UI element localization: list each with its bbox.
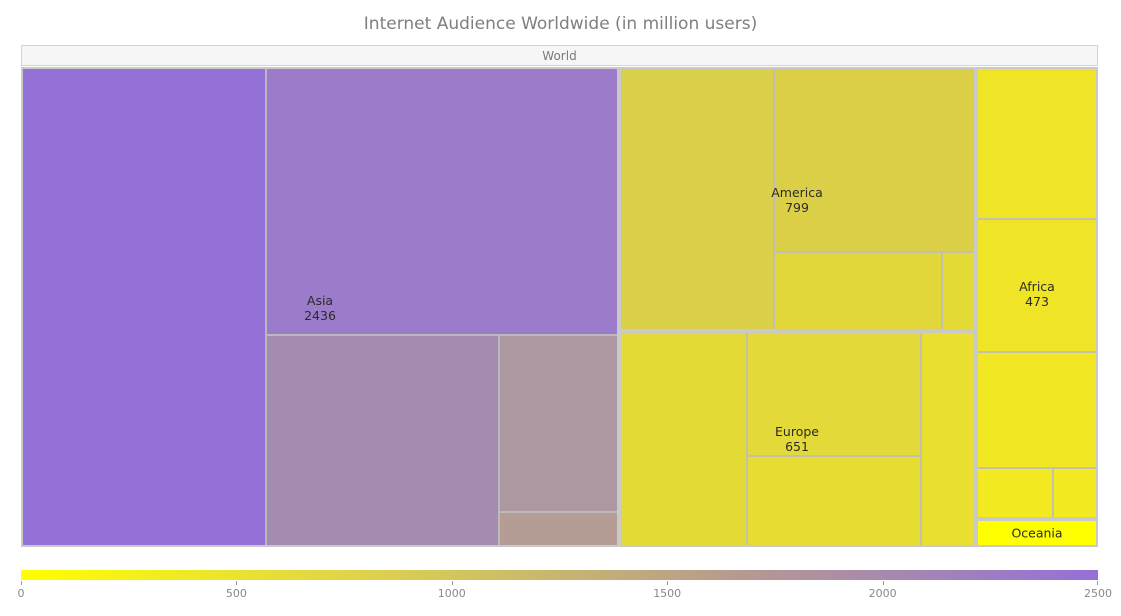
region-name: America <box>771 185 823 200</box>
treemap-tile-africa-5[interactable] <box>1053 468 1098 519</box>
treemap-tile-america-2[interactable] <box>774 67 976 252</box>
region-name: Europe <box>775 424 819 439</box>
color-scale-tick-label: 0 <box>17 587 25 600</box>
treemap-tile-america-4[interactable] <box>942 252 976 331</box>
color-scale-tick-mark <box>21 581 22 585</box>
region-label-africa: Africa 473 <box>1019 279 1055 309</box>
treemap-tile-europe-2[interactable] <box>747 331 921 456</box>
treemap-tile-europe-3[interactable] <box>747 456 921 547</box>
treemap-tile-europe-1[interactable] <box>619 331 747 547</box>
treemap-tile-africa-2[interactable] <box>976 219 1098 352</box>
region-value: 651 <box>785 439 809 454</box>
treemap-tile-asia-1[interactable] <box>21 67 266 547</box>
color-scale-tick-label: 2500 <box>1084 587 1112 600</box>
color-scale-tick-mark <box>1097 581 1098 585</box>
treemap-tile-africa-4[interactable] <box>976 468 1053 519</box>
chart-title: Internet Audience Worldwide (in million … <box>363 14 758 34</box>
region-value: 473 <box>1025 294 1049 309</box>
region-name: Oceania <box>1011 525 1063 541</box>
color-scale-tick-mark <box>667 581 669 585</box>
region-label-europe: Europe 651 <box>775 424 819 454</box>
color-scale-tick-mark <box>882 581 884 585</box>
region-label-asia: Asia 2436 <box>304 293 336 323</box>
region-name: Asia <box>306 293 334 308</box>
color-scale-tick-mark <box>451 581 453 585</box>
color-scale-tick-label: 500 <box>225 587 247 600</box>
region-name: Africa <box>1019 279 1055 294</box>
treemap-tile-asia-5[interactable] <box>499 512 619 547</box>
treemap-tile-america-1[interactable] <box>619 67 774 331</box>
treemap-tile-africa-3[interactable] <box>976 352 1098 468</box>
region-label-america: America 799 <box>771 185 823 215</box>
color-scale-bar <box>21 570 1098 580</box>
treemap-tile-asia-3[interactable] <box>266 335 499 547</box>
region-value: 2436 <box>304 308 336 323</box>
color-scale-tick-label: 1500 <box>653 587 682 600</box>
treemap-tile-america-3[interactable] <box>774 252 942 331</box>
color-scale-tick-mark <box>236 581 238 585</box>
region-label-oceania: Oceania <box>1011 526 1062 541</box>
treemap-tile-asia-4[interactable] <box>499 335 619 512</box>
treemap-root-header[interactable]: World <box>21 45 1098 66</box>
treemap-tile-asia-2[interactable] <box>266 67 619 335</box>
color-scale-tick-label: 2000 <box>868 587 897 600</box>
region-value: 799 <box>785 200 809 215</box>
color-scale-tick-label: 1000 <box>437 587 466 600</box>
treemap-tile-africa-1[interactable] <box>976 67 1098 219</box>
treemap-tile-europe-4[interactable] <box>921 331 976 547</box>
